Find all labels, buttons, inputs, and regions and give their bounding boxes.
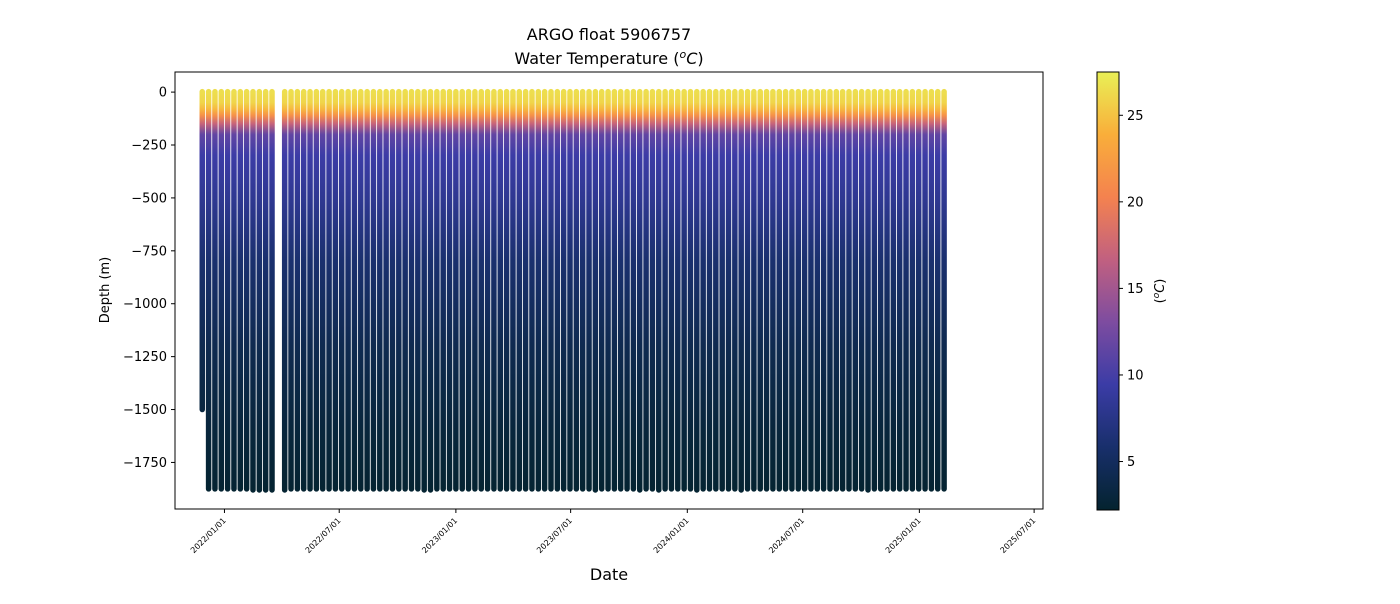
plot-frame (174, 71, 1044, 510)
x-tick-label: 2022/01/01 (189, 516, 228, 555)
colorbar-label-prefix: ( (1153, 298, 1168, 303)
colorbar-label-unit: C (1153, 283, 1168, 293)
x-tick-label: 2024/07/01 (767, 516, 806, 555)
colorbar-label-suffix: ) (1153, 279, 1168, 284)
colorbar-tick-label: 10 (1127, 368, 1144, 383)
chart-title: ARGO float 5906757 (527, 25, 691, 44)
x-tick-label: 2023/07/01 (535, 516, 574, 555)
x-tick-label: 2023/01/01 (420, 516, 459, 555)
y-tick-label: −1250 (123, 350, 167, 365)
y-tick-label: −250 (131, 139, 167, 154)
subtitle-unit: C (686, 49, 698, 68)
y-tick-label: −1750 (123, 456, 167, 471)
y-axis-label: Depth (m) (98, 257, 113, 324)
colorbar-label-superscript: o (1152, 292, 1162, 298)
colorbar-tick-label: 5 (1127, 455, 1135, 470)
x-tick-label: 2022/07/01 (304, 516, 343, 555)
subtitle-suffix: ) (697, 49, 703, 68)
chart-subtitle: Water Temperature (oC) (514, 48, 703, 68)
subtitle-prefix: Water Temperature ( (514, 49, 679, 68)
y-axis-ticks: 0 −250 −500 −750 −1000 −1250 −1500 −1750 (123, 86, 175, 471)
y-tick-label: −750 (131, 244, 167, 259)
x-tick-label: 2025/01/01 (884, 516, 923, 555)
y-tick-label: −500 (131, 191, 167, 206)
x-tick-label: 2025/07/01 (999, 516, 1038, 555)
colorbar-tick-label: 15 (1127, 282, 1144, 297)
colorbar-label: (oC) (1152, 279, 1168, 304)
x-tick-label: 2024/01/01 (652, 516, 691, 555)
colorbar-tick-label: 25 (1127, 109, 1144, 124)
y-tick-label: −1000 (123, 297, 167, 312)
x-axis-ticks: 2022/01/01 2022/07/01 2023/01/01 2023/07/01… (189, 509, 1038, 555)
y-tick-label: 0 (159, 86, 167, 101)
y-tick-label: −1500 (123, 403, 167, 418)
colorbar (1096, 71, 1120, 511)
subtitle-superscript: o (679, 48, 686, 61)
colorbar-ticks: 5 10 15 20 25 (1119, 109, 1144, 470)
plot-area (199, 88, 947, 493)
x-axis-label: Date (590, 565, 628, 584)
colorbar-tick-label: 20 (1127, 195, 1144, 210)
